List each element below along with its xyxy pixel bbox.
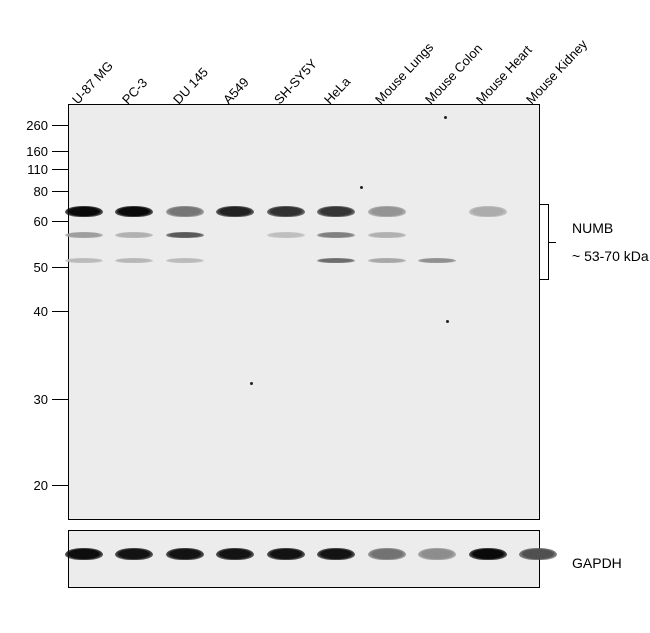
numb-band-main (368, 206, 406, 217)
mw-marker-value: 110 (20, 162, 48, 177)
numb-band-main (166, 206, 204, 217)
numb-band-main (115, 206, 153, 217)
gapdh-band (267, 548, 305, 560)
bracket-bottom-tick (540, 279, 548, 280)
artifact-speck (444, 116, 447, 119)
gapdh-band (317, 548, 355, 560)
mw-marker-value: 260 (20, 118, 48, 133)
numb-band-mid (115, 232, 153, 238)
artifact-speck (360, 186, 363, 189)
lane-labels-group: U-87 MGPC-3DU 145A549SH-SY5YHeLaMouse Lu… (0, 0, 650, 100)
mw-marker-value: 60 (20, 214, 48, 229)
numb-band-mid (65, 232, 103, 238)
artifact-speck (446, 320, 449, 323)
gapdh-band (368, 548, 406, 560)
numb-band-mid (317, 232, 355, 238)
numb-band-low (115, 258, 153, 263)
bracket-mid-tick (548, 242, 556, 243)
lane-label: U-87 MG (69, 58, 116, 107)
loading-control-label: GAPDH (572, 555, 622, 571)
numb-band-mid (368, 232, 406, 238)
main-blot-panel (68, 104, 540, 520)
target-mw-label: ~ 53-70 kDa (572, 248, 649, 264)
target-bracket (548, 204, 549, 280)
numb-band-low (65, 258, 103, 263)
numb-band-low (317, 258, 355, 263)
numb-band-main (317, 206, 355, 217)
lane-label: HeLa (321, 74, 353, 107)
mw-marker-value: 20 (20, 478, 48, 493)
numb-band-mid (267, 232, 305, 238)
lane-label: PC-3 (119, 75, 150, 107)
western-blot-figure: U-87 MGPC-3DU 145A549SH-SY5YHeLaMouse Lu… (0, 0, 650, 633)
mw-marker: 260 (20, 118, 70, 133)
mw-marker: 30 (20, 392, 70, 407)
mw-marker: 110 (20, 162, 70, 177)
lane-label: A549 (220, 75, 252, 107)
mw-marker: 20 (20, 478, 70, 493)
numb-band-main (216, 206, 254, 217)
numb-band-main (65, 206, 103, 217)
mw-marker-value: 40 (20, 304, 48, 319)
numb-band-low (166, 258, 204, 263)
gapdh-band (166, 548, 204, 560)
numb-band-mid (166, 232, 204, 238)
target-protein-label: NUMB (572, 220, 613, 236)
mw-marker: 50 (20, 260, 70, 275)
mw-marker-value: 80 (20, 184, 48, 199)
gapdh-band (469, 548, 507, 560)
mw-marker: 40 (20, 304, 70, 319)
gapdh-band (418, 548, 456, 560)
mw-marker-value: 160 (20, 144, 48, 159)
lane-label: Mouse Kidney (523, 37, 590, 107)
numb-band-main (469, 206, 507, 217)
mw-marker: 160 (20, 144, 70, 159)
bracket-top-tick (540, 204, 548, 205)
gapdh-band (519, 548, 557, 560)
lane-label: DU 145 (170, 65, 211, 107)
gapdh-band (65, 548, 103, 560)
mw-marker: 80 (20, 184, 70, 199)
numb-band-main (267, 206, 305, 217)
mw-marker-value: 30 (20, 392, 48, 407)
lane-label: SH-SY5Y (271, 56, 320, 107)
mw-marker: 60 (20, 214, 70, 229)
numb-band-low (368, 258, 406, 263)
mw-marker-value: 50 (20, 260, 48, 275)
gapdh-band (216, 548, 254, 560)
artifact-speck (250, 382, 253, 385)
gapdh-band (115, 548, 153, 560)
numb-band-low (418, 258, 456, 263)
